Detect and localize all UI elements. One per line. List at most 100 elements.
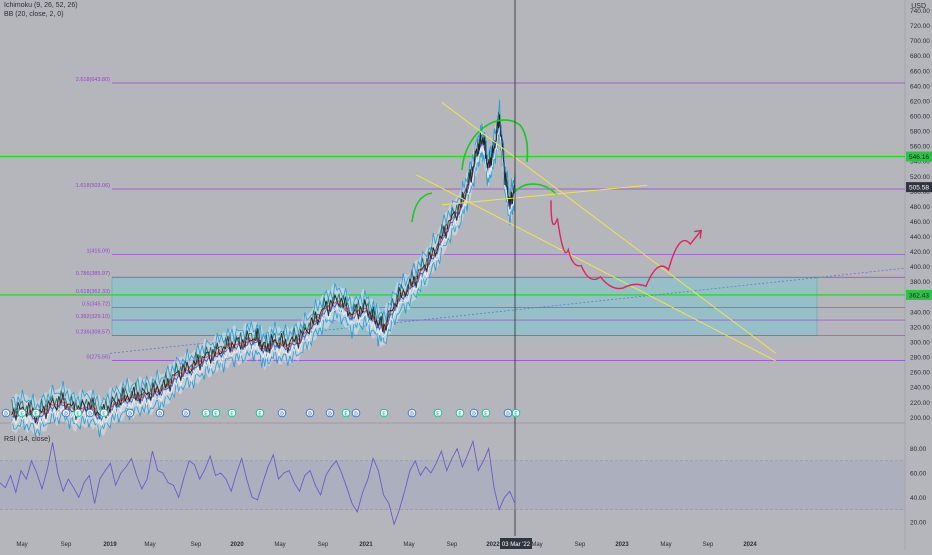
event-marker-icon <box>407 408 417 418</box>
bollinger-legend[interactable]: BB (20, close, 2, 0) <box>4 11 64 18</box>
time-tick-label: May <box>274 542 285 548</box>
trendline-neckline <box>441 184 648 206</box>
event-marker-label: D <box>64 411 68 417</box>
event-marker-label: E <box>204 411 208 417</box>
event-marker-label: E <box>514 411 518 417</box>
rsi-legend[interactable]: RSI (14, close) <box>4 436 51 443</box>
time-tick-label: 2020 <box>230 542 244 548</box>
event-marker-icon <box>469 408 479 418</box>
projection-path <box>550 200 702 290</box>
right-shoulder-arc <box>514 183 558 196</box>
time-tick-label: May <box>660 542 671 548</box>
level-price-badge <box>906 289 932 300</box>
price-line <box>11 114 516 424</box>
price-tick-label: 540.00 <box>910 159 930 166</box>
event-marker-icon <box>85 408 95 418</box>
time-tick-label: 2019 <box>103 542 117 548</box>
currency-label: USD <box>911 3 926 10</box>
time-tick-label: May <box>403 542 414 548</box>
event-marker-label: D <box>354 411 358 417</box>
price-tick-label: 520.00 <box>910 174 930 181</box>
price-tick-label: 700.00 <box>910 38 930 45</box>
price-tick-label: 740.00 <box>910 8 930 15</box>
price-tick-label: 600.00 <box>910 114 930 121</box>
time-tick-label: 2021 <box>359 542 373 548</box>
event-marker-label: E <box>458 411 462 417</box>
time-tick-label: Sep <box>191 542 202 548</box>
price-tick-label: 620.00 <box>910 98 930 105</box>
event-marker-label: E <box>20 411 24 417</box>
event-marker-label: E <box>258 411 262 417</box>
event-marker-icon <box>211 408 221 418</box>
level-price-label: 362.43 <box>909 292 929 299</box>
event-marker-label: E <box>382 411 386 417</box>
crosshair-date-badge <box>500 538 532 549</box>
price-tick-label: 500.00 <box>910 189 930 196</box>
price-tick-label: 640.00 <box>910 83 930 90</box>
price-tick-label: 580.00 <box>910 129 930 136</box>
price-tick-label: 340.00 <box>910 309 930 316</box>
price-tick-label: 440.00 <box>910 234 930 241</box>
rsi-band <box>0 460 905 510</box>
event-marker-icon <box>481 408 491 418</box>
price-tick-label: 280.00 <box>910 355 930 362</box>
time-tick-label: May <box>16 542 27 548</box>
event-marker-icon <box>17 408 27 418</box>
price-tick-label: 460.00 <box>910 219 930 226</box>
price-tick-label: 480.00 <box>910 204 930 211</box>
event-marker-icon <box>325 408 335 418</box>
event-marker-icon <box>341 408 351 418</box>
event-marker-label: D <box>410 411 414 417</box>
price-tick-label: 320.00 <box>910 324 930 331</box>
fib-level-label: 0.382(329.10) <box>76 314 110 320</box>
fib-zone-band <box>111 276 818 336</box>
fib-level-label: 1.618(503.06) <box>76 183 110 189</box>
crosshair-date-label: 03 Mar '22 <box>502 542 531 548</box>
event-marker-icon <box>125 408 135 418</box>
event-marker-label: D <box>184 411 188 417</box>
event-marker-icon <box>201 408 211 418</box>
price-tick-label: 420.00 <box>910 249 930 256</box>
price-tick-label: 200.00 <box>910 415 930 422</box>
price-tick-label: 220.00 <box>910 400 930 407</box>
price-tick-label: 240.00 <box>910 385 930 392</box>
price-tick-label: 560.00 <box>910 144 930 151</box>
event-marker-label: D <box>328 411 332 417</box>
fib-level-label: 0.5(345.72) <box>82 302 110 308</box>
event-marker-icon <box>227 408 237 418</box>
event-marker-label: E <box>34 411 38 417</box>
fib-level-label: 0.786(385.97) <box>76 271 110 277</box>
event-marker-icon <box>433 408 443 418</box>
fib-level-label: 1(416.09) <box>86 249 110 255</box>
fib-level-label: 0(275.56) <box>86 354 110 360</box>
rsi-line <box>0 439 516 526</box>
time-tick-label: May <box>144 542 155 548</box>
head-arc <box>461 119 529 171</box>
event-marker-icon <box>379 408 389 418</box>
event-marker-label: E <box>76 411 80 417</box>
rsi-tick-label: 40.00 <box>910 495 927 502</box>
rsi-tick-label: 80.00 <box>910 446 927 453</box>
event-marker-icon <box>31 408 41 418</box>
event-marker-icon <box>99 408 109 418</box>
time-tick-label: Sep <box>447 542 458 548</box>
event-marker-label: E <box>214 411 218 417</box>
price-tick-label: 660.00 <box>910 68 930 75</box>
rsi-pane-bg <box>0 423 905 550</box>
event-marker-label: D <box>128 411 132 417</box>
left-shoulder-arc <box>411 192 433 223</box>
projection-arrowhead <box>694 229 703 239</box>
event-marker-icon <box>255 408 265 418</box>
level-price-badge <box>906 151 932 162</box>
event-marker-label: D <box>472 411 476 417</box>
fib-level-label: 0.618(362.33) <box>76 289 110 295</box>
event-marker-label: D <box>158 411 162 417</box>
time-tick-label: 2024 <box>743 542 757 548</box>
event-marker-label: E <box>344 411 348 417</box>
event-marker-icon <box>73 408 83 418</box>
event-marker-icon <box>155 408 165 418</box>
price-tick-label: 300.00 <box>910 340 930 347</box>
ichimoku-legend[interactable]: Ichimoku (9, 26, 52, 26) <box>4 2 78 9</box>
